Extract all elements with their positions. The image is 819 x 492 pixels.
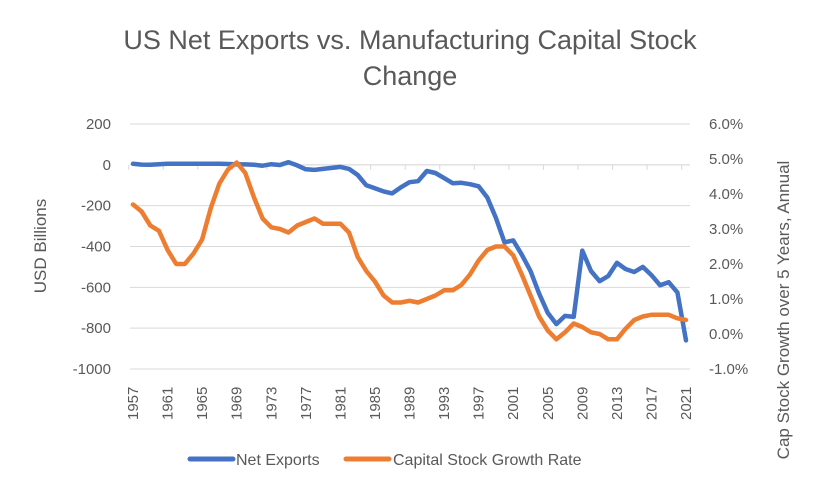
y-axis-left-title: USD Billions [31, 199, 50, 293]
legend: Net Exports Capital Stock Growth Rate [187, 452, 582, 469]
series-line-capital-stock-growth [130, 160, 689, 342]
x-tick-label: 2021 [678, 387, 695, 420]
y-tick-label: 200 [86, 116, 111, 133]
y2-tick-label: 3.0% [709, 221, 743, 238]
y-axis-left-ticks: 200 0 -200 -400 -600 -800 -1000 [73, 116, 111, 378]
x-tick-label: 1973 [263, 387, 280, 420]
y-axis-right-ticks: 6.0% 5.0% 4.0% 3.0% 2.0% 1.0% 0.0% -1.0% [709, 116, 748, 378]
y-axis-right-title: Cap Stock Growth over 5 Years, Annual [774, 161, 793, 460]
legend-label-net-exports: Net Exports [236, 452, 320, 469]
y-tick-label: -400 [81, 239, 111, 256]
x-tick-label: 2005 [540, 387, 557, 420]
chart-title-line-1: US Net Exports vs. Manufacturing Capital… [123, 25, 697, 55]
y-tick-label: 0 [103, 157, 111, 174]
legend-label-capital-stock: Capital Stock Growth Rate [393, 452, 582, 469]
series-lines [130, 159, 689, 343]
y2-tick-label: 5.0% [709, 151, 743, 168]
x-tick-label: 1993 [436, 387, 453, 420]
chart-title-line-2: Change [363, 61, 458, 91]
x-tick-label: 1989 [402, 387, 419, 420]
x-tick-label: 1981 [332, 387, 349, 420]
y-tick-label: -800 [81, 320, 111, 337]
y-tick-label: -600 [81, 279, 111, 296]
x-tick-label: 1957 [125, 387, 142, 420]
y2-tick-label: 2.0% [709, 256, 743, 273]
y2-tick-label: -1.0% [709, 361, 748, 378]
y2-tick-label: 0.0% [709, 326, 743, 343]
y2-tick-label: 6.0% [709, 116, 743, 133]
x-tick-label: 2013 [609, 387, 626, 420]
x-tick-label: 1985 [367, 387, 384, 420]
x-tick-label: 2017 [643, 387, 660, 420]
series-line-net-exports [130, 159, 689, 343]
x-tick-label: 1965 [194, 387, 211, 420]
x-tick-label: 2009 [574, 387, 591, 420]
y2-tick-label: 4.0% [709, 186, 743, 203]
y-tick-label: -200 [81, 198, 111, 215]
x-tick-label: 1997 [471, 387, 488, 420]
gridlines [130, 123, 690, 370]
y-tick-label: -1000 [73, 361, 111, 378]
x-axis-ticks: 1957 1961 1965 1969 1973 1977 1981 1985 1989 1993… [125, 164, 695, 420]
x-tick-label: 1961 [160, 387, 177, 420]
x-tick-label: 1977 [298, 387, 315, 420]
y2-tick-label: 1.0% [709, 291, 743, 308]
x-tick-label: 1969 [229, 387, 246, 420]
x-tick-label: 2001 [505, 387, 522, 420]
